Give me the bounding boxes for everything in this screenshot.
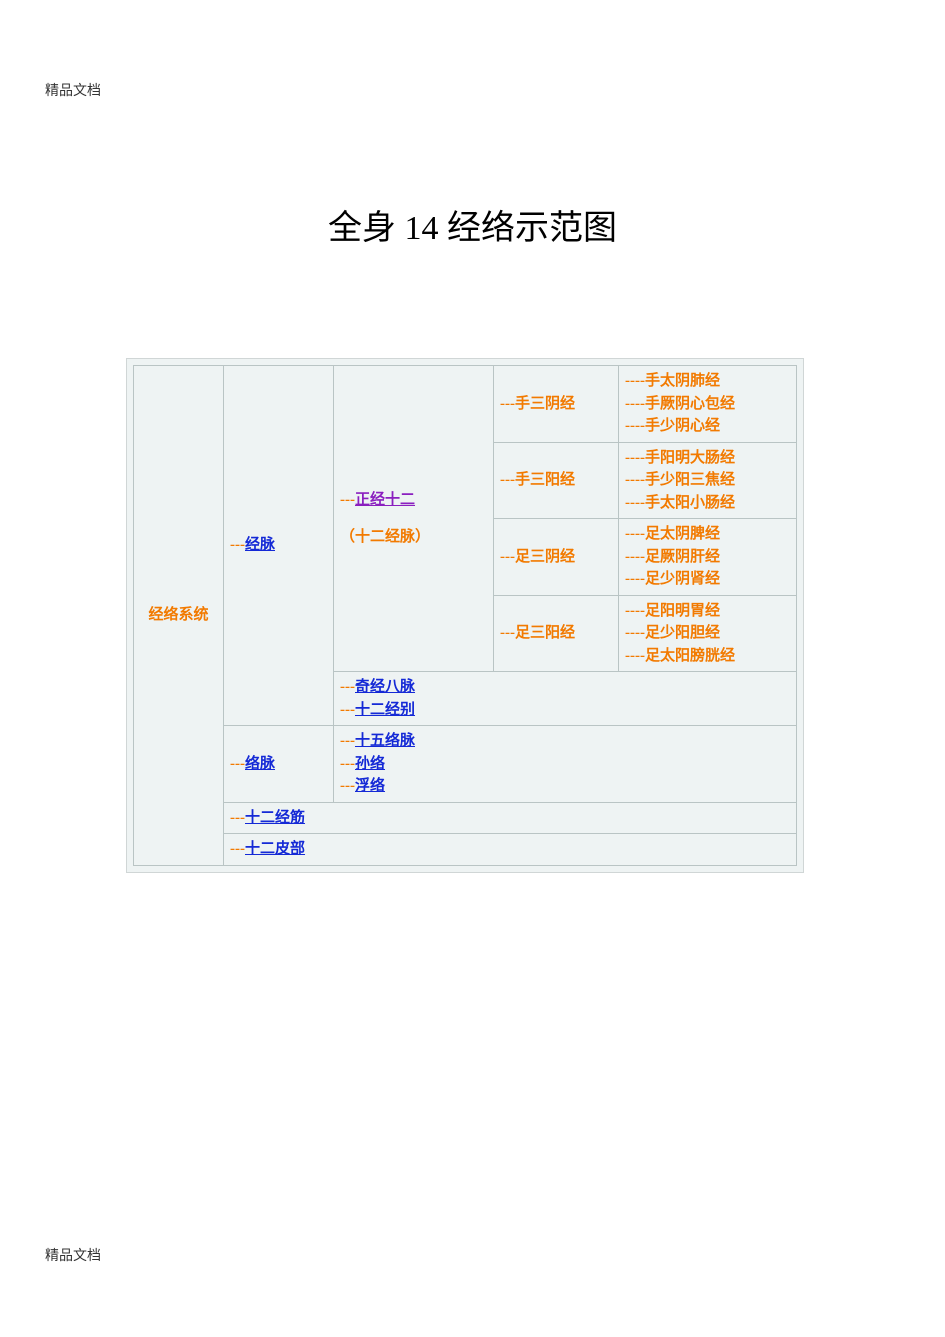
- link-shiwuluomai[interactable]: 十五络脉: [355, 733, 415, 749]
- leaves-zu-san-yin: ----足太阴脾经 ----足厥阴肝经 ----足少阴肾经: [619, 519, 797, 596]
- leaves-shou-san-yin: ----手太阴肺经 ----手厥阴心包经 ----手少阴心经: [619, 366, 797, 443]
- link-shierjingjin[interactable]: 十二经筋: [245, 810, 305, 826]
- link-sunluo[interactable]: 孙络: [355, 756, 385, 772]
- group-zu-san-yang: ---足三阳经: [494, 595, 619, 672]
- leaves-shou-san-yang: ----手阳明大肠经 ----手少阳三焦经 ----手太阳小肠经: [619, 442, 797, 519]
- footer-label: 精品文档: [45, 1245, 101, 1265]
- node-shierpibu: ---十二皮部: [224, 834, 797, 866]
- page-title: 全身 14 经络示范图: [0, 200, 945, 249]
- tree-table: 经络系统 ---经脉 ---正经十二 （十二经脉） ---手三阴经 ----手太…: [133, 365, 797, 866]
- node-zhengjing: ---正经十二 （十二经脉）: [334, 366, 494, 672]
- link-jingmai[interactable]: 经脉: [245, 537, 275, 553]
- link-luomai[interactable]: 络脉: [245, 756, 275, 772]
- node-luomai: ---络脉: [224, 726, 334, 803]
- link-zhengjing[interactable]: 正经十二: [355, 492, 415, 508]
- root-node: 经络系统: [134, 366, 224, 866]
- meridian-tree-diagram: 经络系统 ---经脉 ---正经十二 （十二经脉） ---手三阴经 ----手太…: [126, 358, 804, 873]
- jingmai-extras: ---奇经八脉 ---十二经别: [334, 672, 797, 726]
- header-label: 精品文档: [45, 80, 101, 100]
- group-zu-san-yin: ---足三阴经: [494, 519, 619, 596]
- link-fuluo[interactable]: 浮络: [355, 778, 385, 794]
- leaves-zu-san-yang: ----足阳明胃经 ----足少阳胆经 ----足太阳膀胱经: [619, 595, 797, 672]
- luomai-items: ---十五络脉 ---孙络 ---浮络: [334, 726, 797, 803]
- link-shierjingbie[interactable]: 十二经别: [355, 702, 415, 718]
- zhengjing-subtitle: （十二经脉）: [340, 526, 487, 549]
- link-qijing[interactable]: 奇经八脉: [355, 679, 415, 695]
- link-shierpibu[interactable]: 十二皮部: [245, 841, 305, 857]
- group-shou-san-yang: ---手三阳经: [494, 442, 619, 519]
- group-shou-san-yin: ---手三阴经: [494, 366, 619, 443]
- node-shierjingjin: ---十二经筋: [224, 802, 797, 834]
- node-jingmai: ---经脉: [224, 366, 334, 726]
